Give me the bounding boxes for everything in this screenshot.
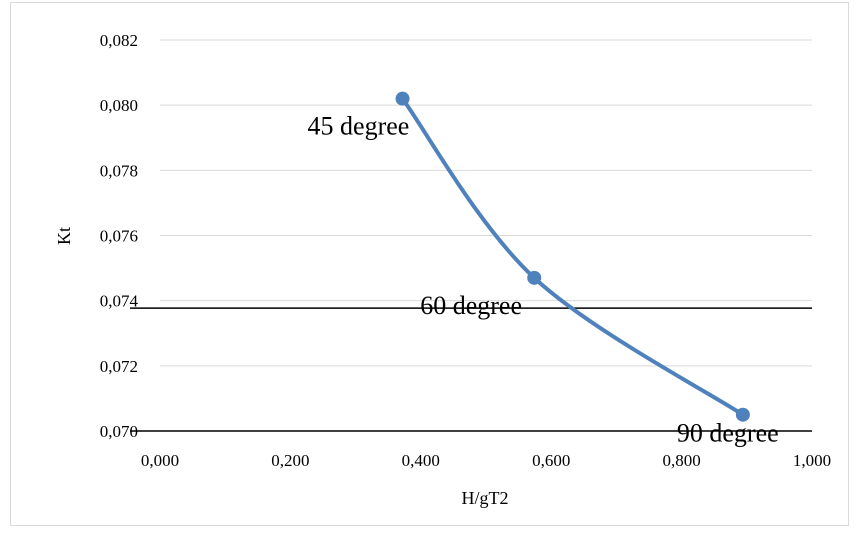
y-tick-label: 0,082: [100, 31, 138, 50]
y-tick-label: 0,076: [100, 227, 138, 246]
y-tick-label: 0,074: [100, 292, 139, 311]
reference-lines: [130, 307, 812, 432]
data-label: 90 degree: [677, 419, 779, 448]
data-labels: 45 degree 60 degree 90 degree: [308, 112, 779, 448]
data-point: [527, 270, 542, 285]
data-point: [735, 407, 750, 422]
x-tick-label: 0,600: [532, 451, 570, 470]
x-tick-label: 0,800: [662, 451, 700, 470]
y-tick-label: 0,080: [100, 96, 138, 115]
chart-area: [10, 2, 849, 526]
x-tick-label: 0,400: [402, 451, 440, 470]
data-label: 45 degree: [308, 112, 410, 141]
y-tick-label: 0,072: [100, 357, 138, 376]
y-axis-ticks: 0,070 0,072 0,074 0,076 0,078 0,080 0,082: [100, 31, 139, 441]
x-tick-label: 1,000: [793, 451, 831, 470]
series-line: [400, 96, 745, 417]
data-points: [395, 91, 750, 422]
y-tick-label: 0,078: [100, 161, 138, 180]
x-tick-label: 0,200: [271, 451, 309, 470]
x-tick-label: 0,000: [141, 451, 179, 470]
data-label: 60 degree: [420, 291, 522, 320]
y-axis-title: Kt: [54, 227, 74, 245]
x-axis-ticks: 0,000 0,200 0,400 0,600 0,800 1,000: [141, 451, 831, 470]
x-axis-title: H/gT2: [462, 488, 509, 508]
y-tick-label: 0,070: [100, 422, 138, 441]
gridlines: [160, 39, 812, 367]
data-point: [395, 91, 410, 106]
